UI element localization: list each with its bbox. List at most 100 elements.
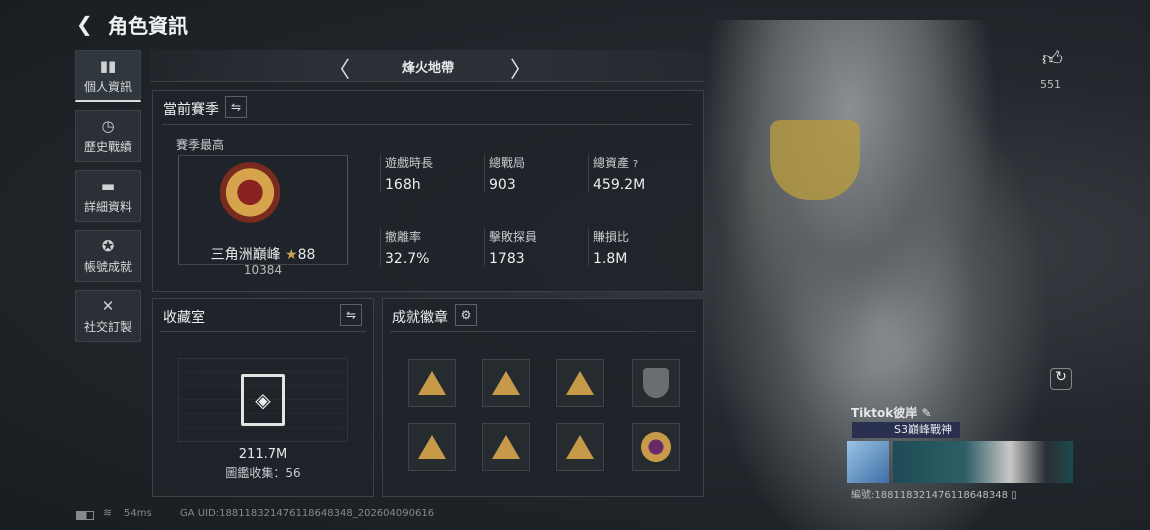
collection-value: 211.7M [238,447,288,462]
stat-label: 遊戲時長 [385,156,434,170]
divider [162,124,692,125]
stat-label: 撤離率 [385,230,422,244]
stat-value: 1783 [489,251,525,267]
season-title: 當前賽季 [163,102,219,118]
collection-count: 圖鑑收集：56 [225,466,301,480]
stat-label: 擊敗探員 [489,230,538,244]
wifi-icon: ≋ [103,506,113,519]
rank-name: 三角洲巔峰 [210,247,281,263]
refresh-icon: ↻ [1055,369,1067,385]
player-id-text: 編號:18811832147611864834​8 [851,490,1008,501]
swap-icon: ⇋ [230,100,242,114]
star-icon: ★ [285,247,298,263]
player-name: Tiktok彼岸 ✎ [851,404,932,421]
player-name-text: Tiktok彼岸 [851,406,918,420]
badge-icon [492,435,520,459]
rank-score: 10384 [243,263,283,277]
title-badge: S3巔峰戰神 [852,422,960,438]
stat-value: 459.2M [593,177,646,193]
stat-extract-rate: 撤離率 32.7% [380,228,429,267]
avatar[interactable] [847,441,889,483]
sidebar-item-details[interactable]: ▬ 詳細資料 [75,170,141,222]
collection-title: 收藏室 [163,310,205,326]
sidebar-item-label: 詳細資料 [83,200,132,214]
sidebar-item-label: 社交訂製 [83,320,132,334]
star-medal-icon [641,432,671,462]
badge-icon [418,435,446,459]
collection-switch-button[interactable]: ⇋ [340,304,362,326]
rank-emblem-icon [220,160,280,232]
ping: 54ms [124,508,152,519]
copy-icon[interactable]: ▯ [1011,490,1017,501]
shield-badge-icon [643,368,669,398]
stat-assets: 總資產 ? 459.2M [588,154,645,193]
achievement-badge[interactable] [482,359,530,407]
achievement-badge[interactable] [408,359,456,407]
title-badge-text: S3巔峰戰神 [894,423,952,436]
stat-value: 1.8M [593,251,628,267]
swap-icon: ⇋ [345,308,357,322]
mode-nav-bar [150,50,704,82]
medal-icon: ✪ [101,237,115,255]
stat-matches: 總戰局 903 [484,154,525,193]
next-mode-button[interactable]: 〉 [510,58,533,83]
achievement-badge[interactable] [556,423,604,471]
sidebar-item-achievements[interactable]: ✪ 帳號成就 [75,230,141,282]
character-helmet-visor [770,120,860,200]
tools-icon: ✕ [101,297,115,315]
prev-mode-button[interactable]: 〈 [328,58,351,83]
mode-title: 烽火地帶 [401,61,454,76]
badge-icon [566,435,594,459]
stat-value: 168h [385,177,421,193]
rotate-button[interactable]: ↻ [1050,368,1072,390]
rank-name-row: 三角洲巔峰 ★88 [180,244,346,264]
sidebar-item-label: 帳號成就 [83,260,132,274]
like-count: 551 [1040,78,1061,91]
badge-icon [492,371,520,395]
name-card-banner[interactable] [893,441,1073,483]
achievements-title: 成就徽章 [392,310,448,326]
clock-icon: ◷ [101,117,115,135]
sidebar-item-history[interactable]: ◷ 歷史戰績 [75,110,141,162]
edit-icon[interactable]: ✎ [921,406,932,420]
help-icon[interactable]: ? [632,159,639,170]
stat-label: 總資產 [593,156,630,170]
sidebar-item-social[interactable]: ✕ 社交訂製 [75,290,141,342]
divider [390,331,696,332]
gear-icon: ⚙ [460,308,472,322]
player-id: 編號:18811832147611864834​8 ▯ [851,486,1017,501]
sidebar-item-label: 個人資訊 [83,79,132,94]
stat-playtime: 遊戲時長 168h [380,154,433,193]
achievement-badge[interactable] [408,423,456,471]
ga-uid: GA UID:18811832147611864834​8_2026040906… [180,508,435,519]
achievements-settings-button[interactable]: ⚙ [455,304,477,326]
achievement-badge[interactable] [482,423,530,471]
season-best-label: 賽季最高 [176,138,225,152]
thumbs-up-icon: 👍︎ [1042,46,1063,70]
bar-chart-icon: ▮▮ [99,56,117,75]
battery-icon [76,511,94,520]
stat-value: 903 [489,177,516,193]
divider [160,331,366,332]
achievement-badge[interactable] [556,359,604,407]
folder-icon: ▬ [100,177,116,195]
season-switch-button[interactable]: ⇋ [225,96,247,118]
stat-value: 32.7% [385,251,430,267]
achievement-badge[interactable] [632,359,680,407]
sidebar-item-label: 歷史戰績 [83,140,132,154]
collection-grid [178,358,348,442]
rank-stars: 88 [297,247,316,263]
back-button[interactable]: ❮ [76,12,93,36]
stat-profit-ratio: 賺損比 1.8M [588,228,629,267]
badge-icon [418,371,446,395]
stat-label: 總戰局 [489,156,526,170]
showcase-icon: ◈ [241,374,285,426]
sidebar-item-profile[interactable]: ▮▮ 個人資訊 [75,50,141,102]
achievement-badge[interactable] [632,423,680,471]
stat-kills: 擊敗探員 1783 [484,228,537,267]
rank-frame [178,155,348,265]
stat-label: 賺損比 [593,230,630,244]
badge-icon [566,371,594,395]
page-title: 角色資訊 [108,14,188,38]
like-button[interactable]: 👍︎ [1042,46,1063,71]
